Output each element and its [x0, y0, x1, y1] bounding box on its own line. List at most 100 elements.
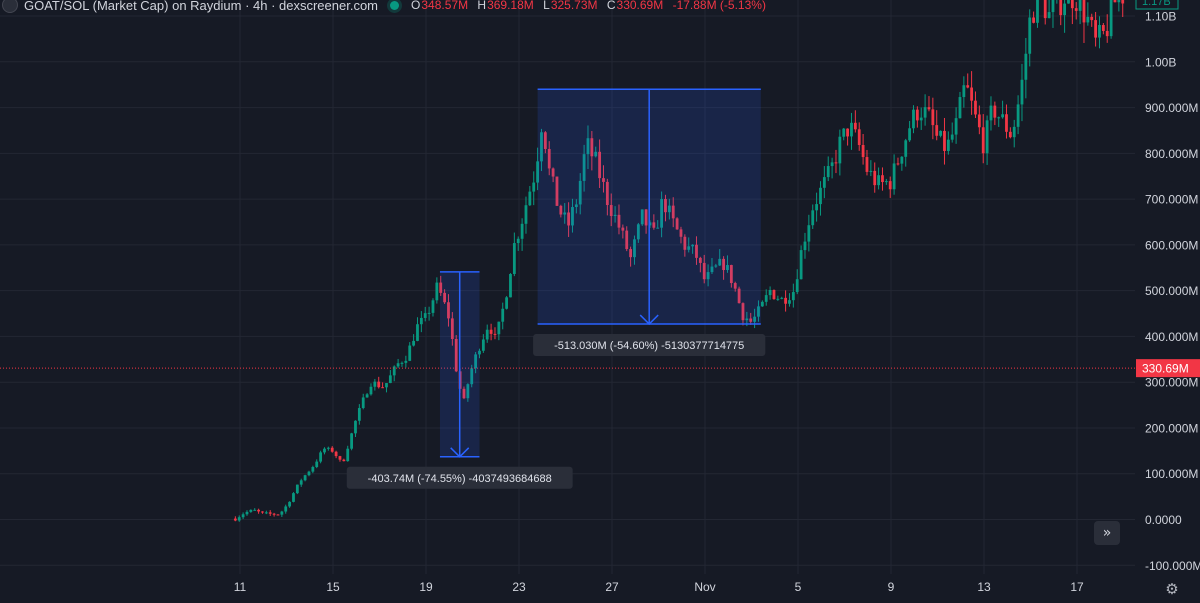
- y-tick-label: 800.000M: [1145, 147, 1198, 161]
- candle-body: [753, 316, 756, 322]
- candle-body: [807, 225, 811, 242]
- candle-body: [284, 506, 288, 512]
- candle-body: [233, 518, 237, 521]
- low-value: 325.73M: [550, 0, 598, 12]
- candle-body: [489, 329, 493, 334]
- chart-title: GOAT/SOL (Market Cap) on Raydium · 4h · …: [24, 0, 379, 13]
- candle-body: [749, 318, 753, 322]
- candle-body: [388, 375, 392, 384]
- top-price-label: 1.17B: [1142, 0, 1171, 8]
- candle-body: [958, 97, 962, 119]
- open-value: 348.57M: [421, 0, 469, 12]
- candle-body: [625, 230, 629, 250]
- candle-body: [791, 292, 795, 301]
- candle-body: [950, 134, 954, 140]
- candle-body: [935, 125, 939, 136]
- candle-body: [257, 509, 260, 512]
- candle-body: [908, 128, 911, 141]
- price-badges: 330.69M 1.17B: [1135, 0, 1200, 378]
- y-tick-label: 500.000M: [1145, 284, 1198, 298]
- candle-body: [799, 250, 803, 280]
- candle-body: [640, 209, 644, 225]
- candle-body: [505, 297, 508, 309]
- candle-body: [1047, 12, 1051, 19]
- candle-body: [1001, 114, 1004, 118]
- candle-body: [578, 180, 582, 205]
- y-tick-label: 100.000M: [1145, 467, 1198, 481]
- price-axis: -100.000M 0.0000 100.000M 200.000M 300.000M 4…: [1145, 10, 1200, 573]
- candle-body: [667, 205, 671, 213]
- candle-body: [912, 109, 915, 129]
- candle-body: [288, 501, 291, 507]
- candle-body: [1016, 104, 1020, 127]
- change-value: -17.88M (-5.13%): [672, 0, 766, 12]
- candle-body: [733, 283, 737, 289]
- candle-body: [904, 140, 908, 157]
- candle-body: [439, 282, 443, 293]
- candle-body: [427, 312, 431, 314]
- candle-body: [726, 265, 729, 271]
- time-axis: 11 15 19 23 27 Nov 5 9 13 17: [234, 580, 1084, 594]
- candle-body: [292, 493, 295, 502]
- candle-body: [718, 258, 722, 266]
- candle-body: [1020, 79, 1024, 105]
- candle-body: [764, 295, 768, 302]
- candle-body: [1028, 17, 1032, 54]
- candle-body: [822, 177, 826, 188]
- x-tick-label: 27: [605, 580, 619, 594]
- candle-body: [474, 354, 477, 369]
- candle-body: [1051, 0, 1055, 13]
- top-price-badge: [1135, 0, 1179, 10]
- candle-body: [392, 366, 396, 376]
- candle-body: [760, 301, 764, 307]
- candle-body: [1105, 30, 1109, 37]
- candle-body: [237, 517, 241, 521]
- candle-body: [757, 306, 760, 317]
- candle-body: [830, 162, 834, 167]
- symbol-icon: [2, 0, 18, 13]
- candle-body: [1032, 17, 1035, 23]
- candle-body: [857, 129, 861, 146]
- candle-body: [323, 448, 326, 453]
- candle-body: [447, 302, 450, 319]
- settings-gear-icon[interactable]: ⚙: [1165, 580, 1179, 598]
- candle-body: [675, 218, 679, 230]
- candle-body: [729, 265, 733, 284]
- y-tick-label: 1.00B: [1145, 55, 1176, 69]
- candle-body: [443, 292, 446, 303]
- candle-body: [319, 452, 322, 462]
- candle-body: [853, 122, 857, 130]
- candle-body: [974, 100, 977, 115]
- candle-body: [280, 511, 284, 515]
- candle-body: [780, 297, 784, 299]
- candle-body: [470, 368, 474, 385]
- candle-body: [245, 511, 249, 515]
- candle-body: [954, 118, 958, 135]
- low-key: L: [543, 0, 550, 12]
- candle-body: [1101, 25, 1105, 31]
- candle-body: [1117, 0, 1121, 3]
- candle-body: [555, 176, 559, 206]
- candle-body: [710, 266, 714, 273]
- candle-body: [412, 340, 415, 346]
- scroll-to-realtime-button[interactable]: »: [1094, 521, 1120, 545]
- candle-body: [664, 199, 667, 213]
- candle-body: [1036, 0, 1039, 23]
- candle-body: [737, 288, 741, 304]
- candle-body: [423, 313, 427, 318]
- candle-body: [873, 170, 877, 186]
- candle-body: [702, 262, 706, 280]
- candle-body: [385, 383, 388, 388]
- candle-body: [454, 338, 458, 372]
- candle-body: [330, 447, 334, 452]
- candle-body: [671, 205, 675, 219]
- candle-body: [493, 333, 497, 335]
- candle-body: [884, 181, 888, 183]
- candle-body: [815, 204, 818, 211]
- candle-body: [861, 145, 865, 158]
- candle-body: [334, 451, 338, 457]
- candle-body: [466, 384, 470, 399]
- candle-body: [989, 105, 993, 121]
